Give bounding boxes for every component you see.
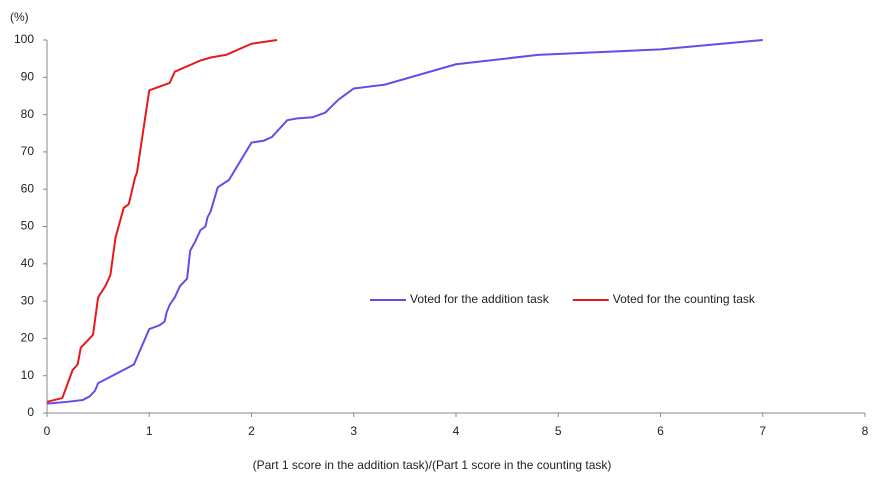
y-tick-label: 70 xyxy=(21,144,35,158)
x-tick-label: 8 xyxy=(862,424,869,438)
x-tick-label: 3 xyxy=(350,424,357,438)
y-tick-label: 60 xyxy=(21,181,35,195)
y-tick-label: 0 xyxy=(27,405,34,419)
x-tick-label: 0 xyxy=(44,424,51,438)
y-tick-label: 20 xyxy=(21,331,35,345)
x-tick-label: 6 xyxy=(657,424,664,438)
y-tick-label: 90 xyxy=(21,69,35,83)
x-tick-label: 1 xyxy=(146,424,153,438)
x-tick-label: 2 xyxy=(248,424,255,438)
y-tick-label: 30 xyxy=(21,293,35,307)
y-unit-label: (%) xyxy=(10,10,29,24)
y-tick-label: 100 xyxy=(14,32,34,46)
x-axis-label: (Part 1 score in the addition task)/(Par… xyxy=(253,458,612,472)
line-series xyxy=(46,39,278,403)
x-tick-label: 4 xyxy=(453,424,460,438)
x-tick-label: 7 xyxy=(759,424,766,438)
y-tick-label: 50 xyxy=(21,219,35,233)
legend-label: Voted for the addition task xyxy=(410,292,550,306)
y-tick-label: 40 xyxy=(21,256,35,270)
legend-label: Voted for the counting task xyxy=(613,292,756,306)
y-tick-label: 10 xyxy=(21,368,35,382)
line-series xyxy=(46,39,763,405)
x-tick-label: 5 xyxy=(555,424,562,438)
y-tick-label: 80 xyxy=(21,107,35,121)
